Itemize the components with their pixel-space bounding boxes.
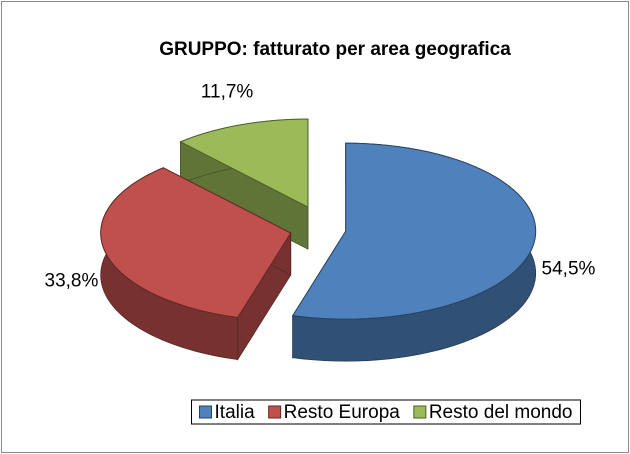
legend-swatch (268, 405, 282, 419)
data-label: 33,8% (45, 271, 99, 292)
data-label: 11,7% (201, 81, 254, 102)
pie-slice-top (291, 142, 537, 320)
pie-slice-top (179, 118, 309, 208)
legend-label: Resto del mondo (429, 402, 573, 423)
legend: Italia Resto Europa Resto del mondo (191, 399, 581, 425)
legend-swatch (199, 405, 213, 419)
pie-slice (179, 118, 309, 250)
pie-slice-top (100, 167, 292, 319)
pie-slice (291, 142, 537, 362)
pie-slice (100, 167, 292, 361)
legend-swatch (413, 405, 427, 419)
data-label: 54,5% (542, 259, 596, 280)
legend-label: Resto Europa (284, 402, 401, 423)
legend-box (191, 399, 581, 425)
legend-label: Italia (215, 402, 256, 423)
chart-title: GRUPPO: fatturato per area geografica (159, 39, 511, 60)
